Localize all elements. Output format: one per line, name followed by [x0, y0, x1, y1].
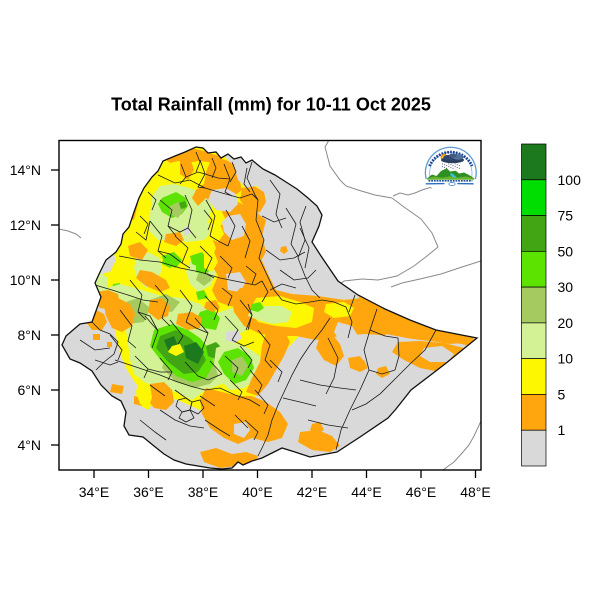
svg-text:8°N: 8°N	[18, 327, 42, 343]
svg-text:1: 1	[558, 422, 566, 438]
svg-text:44°E: 44°E	[351, 484, 382, 500]
svg-text:75: 75	[558, 208, 574, 224]
svg-text:36°E: 36°E	[133, 484, 164, 500]
svg-text:30: 30	[558, 279, 574, 295]
svg-text:42°E: 42°E	[297, 484, 328, 500]
svg-text:Total Rainfall (mm) for 10-11: Total Rainfall (mm) for 10-11 Oct 2025	[111, 95, 431, 115]
svg-text:12°N: 12°N	[10, 217, 41, 233]
svg-text:5: 5	[558, 386, 566, 402]
svg-text:4°N: 4°N	[18, 437, 42, 453]
svg-text:40°E: 40°E	[242, 484, 273, 500]
svg-text:10°N: 10°N	[10, 272, 41, 288]
svg-text:14°N: 14°N	[10, 162, 41, 178]
svg-text:50: 50	[558, 243, 574, 259]
svg-text:34°E: 34°E	[79, 484, 110, 500]
svg-text:20: 20	[558, 315, 574, 331]
svg-text:100: 100	[558, 172, 582, 188]
svg-text:38°E: 38°E	[188, 484, 219, 500]
svg-text:6°N: 6°N	[18, 382, 42, 398]
svg-text:48°E: 48°E	[460, 484, 491, 500]
svg-text:46°E: 46°E	[406, 484, 437, 500]
svg-text:10: 10	[558, 351, 574, 367]
